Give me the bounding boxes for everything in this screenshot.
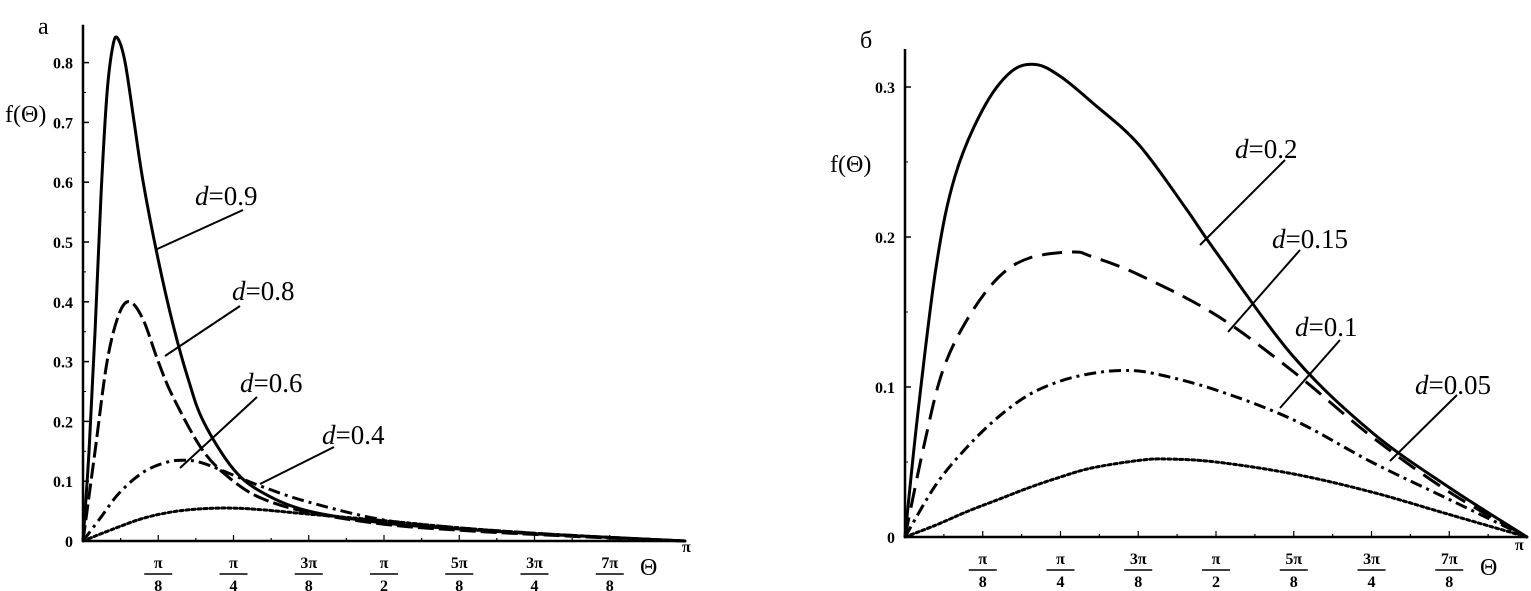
annotation-value: =0.9 — [209, 181, 258, 211]
x-tick-denominator: 4 — [1368, 574, 1376, 591]
annotation-leader-line — [259, 446, 335, 485]
annotation-value: =0.8 — [246, 276, 295, 306]
y-axis-label: f(Θ) — [830, 152, 871, 178]
x-tick-numerator: 7π — [601, 555, 618, 572]
x-tick-numerator: 3π — [300, 555, 317, 572]
annotation-leader-line — [154, 209, 244, 251]
series-annotation: d=0.05 — [1415, 370, 1491, 400]
series-annotation: d=0.1 — [1295, 312, 1357, 342]
y-tick-label: 0.1 — [875, 380, 895, 397]
annotation-leader-line — [1227, 249, 1301, 333]
annotation-variable: d — [322, 420, 336, 450]
x-tick-numerator: 5π — [451, 555, 468, 572]
y-tick-label: 0.4 — [53, 295, 73, 312]
series-annotation: d=0.8 — [232, 276, 294, 306]
annotation-value: =0.15 — [1286, 224, 1348, 254]
x-tick-denominator: 2 — [380, 578, 388, 591]
series-annotation: d=0.9 — [195, 181, 257, 211]
x-tick-denominator: 8 — [305, 578, 313, 591]
x-tick-numerator: 5π — [1285, 551, 1302, 568]
y-tick-label: 0 — [887, 530, 895, 547]
y-tick-label: 0.6 — [53, 175, 73, 192]
series-line-d-0-15 — [903, 250, 1528, 539]
annotation-value: =0.2 — [1249, 134, 1298, 164]
x-axis-label: Θ — [1480, 555, 1497, 581]
x-tick-denominator: 4 — [531, 578, 539, 591]
x-tick-numerator: π — [154, 555, 163, 572]
chart-panel-b: б00.10.20.3π8π43π8π25π83π47π8πΘf(Θ)d=0.2… — [830, 28, 1529, 591]
annotation-variable: d — [232, 276, 246, 306]
y-tick-label: 0.3 — [875, 80, 895, 97]
y-tick-label: 0.2 — [875, 230, 895, 247]
x-tick-numerator: π — [380, 555, 389, 572]
series-line-d-0-8 — [81, 300, 686, 543]
annotation-variable: d — [1415, 370, 1429, 400]
series-line-d-0-9 — [81, 35, 686, 543]
y-tick-label: 0.3 — [53, 355, 73, 372]
panel-label: а — [38, 14, 49, 40]
series-annotation: d=0.2 — [1235, 134, 1297, 164]
x-tick-denominator: 8 — [1445, 574, 1453, 591]
annotation-value: =0.05 — [1429, 370, 1491, 400]
series-annotation: d=0.6 — [240, 368, 302, 398]
x-tick-numerator: π — [978, 551, 987, 568]
x-tick-denominator: 8 — [606, 578, 614, 591]
annotation-leader-line — [1279, 339, 1341, 409]
y-tick-label: 0.7 — [53, 115, 73, 132]
x-tick-denominator: 8 — [455, 578, 463, 591]
annotation-leader-line — [164, 305, 241, 357]
y-tick-label: 0 — [65, 534, 73, 551]
chart-panel-a: а 0 0.1 0.2 0.3 0.4 0.5 0.6 0.7 0.8 π 8 π 4 3π 8 π 2 5π 8 3π… — [5, 14, 691, 591]
x-tick-denominator: 2 — [1212, 574, 1220, 591]
x-tick-denominator: 4 — [230, 578, 238, 591]
x-tick-denominator: 8 — [1134, 574, 1142, 591]
series-annotation: d=0.4 — [322, 420, 385, 450]
series-line-d-0-6 — [81, 458, 686, 543]
annotation-value: =0.4 — [336, 420, 385, 450]
annotation-variable: d — [1272, 224, 1286, 254]
x-tick-denominator: 4 — [1057, 574, 1065, 591]
annotation-variable: d — [1295, 312, 1309, 342]
x-tick-numerator: π — [229, 555, 238, 572]
annotation-value: =0.6 — [254, 368, 303, 398]
x-tick-numerator: 3π — [1363, 551, 1380, 568]
series-line-d-0-05 — [903, 457, 1529, 539]
x-axis-label: Θ — [640, 555, 657, 581]
series-annotation: d=0.15 — [1272, 224, 1348, 254]
annotation-value: =0.1 — [1309, 312, 1358, 342]
annotation-leader-line — [179, 396, 258, 469]
panel-label: б — [860, 28, 872, 54]
series-line-d-0-1 — [903, 368, 1528, 539]
x-tick-denominator: 8 — [154, 578, 162, 591]
annotation-leader-line — [1389, 394, 1458, 462]
series-line-d-0-4 — [81, 506, 687, 543]
x-tick-numerator: π — [1212, 551, 1221, 568]
y-tick-label: 0.5 — [53, 235, 73, 252]
y-tick-label: 0.8 — [53, 56, 73, 73]
x-end-label: π — [1515, 537, 1524, 554]
x-tick-numerator: 3π — [1130, 551, 1147, 568]
annotation-leader-line — [1199, 159, 1286, 246]
y-tick-label: 0.2 — [53, 414, 73, 431]
x-tick-denominator: 8 — [979, 574, 987, 591]
y-tick-label: 0.1 — [53, 474, 73, 491]
annotation-variable: d — [195, 181, 209, 211]
x-tick-numerator: π — [1056, 551, 1065, 568]
x-tick-numerator: 7π — [1441, 551, 1458, 568]
annotation-variable: d — [240, 368, 254, 398]
series-line-d-0-2 — [903, 62, 1528, 539]
x-tick-denominator: 8 — [1290, 574, 1298, 591]
annotation-variable: d — [1235, 134, 1249, 164]
y-axis-label: f(Θ) — [5, 102, 46, 128]
x-tick-numerator: 3π — [526, 555, 543, 572]
x-end-label: π — [682, 539, 691, 556]
